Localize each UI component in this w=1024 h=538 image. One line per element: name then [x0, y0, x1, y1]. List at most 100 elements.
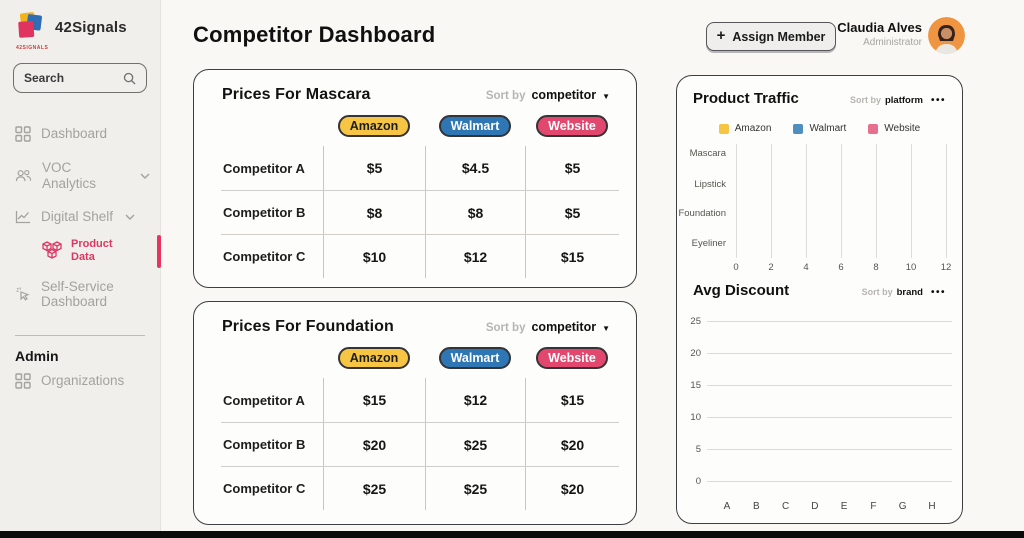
- table-row: Competitor A $5 $4.5 $5: [221, 146, 619, 190]
- gridline-row: 20: [685, 337, 952, 369]
- grid-icon: [15, 373, 31, 389]
- x-tick: A: [723, 501, 731, 512]
- grid-icon: [15, 126, 31, 142]
- y-tick: 0: [695, 475, 701, 487]
- assign-member-label: Assign Member: [732, 29, 826, 44]
- gridline-row: 10: [685, 401, 952, 433]
- screen-bottom-bar: [0, 531, 1024, 538]
- admin-section-heading: Admin: [15, 347, 59, 364]
- product-traffic-chart: Mascara Lipstick Foundation Eyeliner 0 2…: [677, 142, 962, 276]
- table-row: Competitor C $10 $12 $15: [221, 234, 619, 278]
- chart-gridlines: [736, 144, 948, 258]
- panel-title: Prices For Mascara: [222, 86, 371, 103]
- sidebar-divider: [15, 334, 145, 336]
- y-tick: 15: [690, 379, 701, 391]
- dropdown-arrow-icon: ▼: [602, 92, 610, 101]
- y-category: Lipstick: [694, 179, 726, 190]
- sidebar-item-label: Digital Shelf: [41, 209, 114, 225]
- legend-item-website: Website: [868, 123, 920, 134]
- dropdown-arrow-icon: ▼: [602, 324, 610, 333]
- sidebar-item-organizations[interactable]: Organizations: [0, 364, 160, 398]
- search-icon: [123, 72, 136, 85]
- table-row: Competitor B $20 $25 $20: [221, 422, 619, 466]
- overflow-menu-icon[interactable]: •••: [930, 95, 946, 106]
- brand-logo-icon: [18, 12, 42, 38]
- avg-discount-chart: 25 20 15 10 5 0 A B C D E F: [677, 305, 962, 512]
- sort-by-dropdown[interactable]: Sort by brand •••: [861, 287, 946, 298]
- price-table: Competitor A $15 $12 $15 Competitor B $2…: [194, 378, 636, 510]
- sort-by-dropdown[interactable]: Sort by competitor ▼: [485, 320, 610, 334]
- brand-name: 42Signals: [55, 18, 127, 36]
- user-role: Administrator: [863, 37, 922, 48]
- y-tick: 10: [690, 411, 701, 423]
- sidebar-item-label: Dashboard: [41, 126, 108, 142]
- cubes-icon: [42, 240, 62, 259]
- y-tick: 25: [690, 315, 701, 327]
- search-input[interactable]: [24, 71, 114, 85]
- x-tick: E: [840, 501, 848, 512]
- sort-by-dropdown[interactable]: Sort by platform •••: [849, 95, 946, 106]
- avatar[interactable]: [928, 17, 965, 54]
- plus-icon: +: [716, 27, 726, 44]
- user-info: Claudia Alves Administrator: [820, 20, 922, 48]
- x-tick: 6: [838, 262, 844, 273]
- panel-title: Prices For Foundation: [222, 318, 394, 335]
- prices-for-foundation-panel: Prices For Foundation Sort by competitor…: [193, 301, 637, 525]
- legend-swatch-website: [868, 123, 879, 134]
- y-category: Eyeliner: [691, 238, 726, 249]
- sidebar-item-label: Self-Service Dashboard: [41, 278, 114, 310]
- platform-chip-amazon[interactable]: Amazon: [337, 347, 411, 369]
- sidebar-item-voc-analytics[interactable]: VOC Analytics: [0, 151, 160, 200]
- platform-chip-amazon[interactable]: Amazon: [337, 115, 411, 137]
- x-tick: H: [928, 501, 936, 512]
- sidebar-nav: Dashboard VOC Analytics: [0, 117, 161, 319]
- sidebar-item-dashboard[interactable]: Dashboard: [0, 117, 160, 151]
- x-tick: C: [781, 501, 790, 512]
- sidebar: 42Signals 42SIGNALS Dashboard: [0, 0, 161, 531]
- legend-item-amazon: Amazon: [718, 123, 771, 134]
- brand: 42Signals: [0, 0, 160, 44]
- chart-legend: Amazon Walmart Website: [677, 123, 962, 134]
- x-tick: 8: [873, 262, 879, 273]
- product-traffic-title: Product Traffic: [693, 90, 799, 107]
- search-box[interactable]: [13, 63, 147, 93]
- y-tick: 20: [690, 347, 701, 359]
- trend-chart-icon: [15, 210, 30, 223]
- sidebar-item-product-data[interactable]: Product Data: [0, 234, 161, 270]
- x-tick: B: [752, 501, 760, 512]
- page-title: Competitor Dashboard: [193, 22, 436, 47]
- platform-chip-website[interactable]: Website: [536, 347, 608, 369]
- avg-discount-title: Avg Discount: [693, 282, 790, 299]
- prices-for-mascara-panel: Prices For Mascara Sort by competitor ▼ …: [193, 69, 637, 288]
- x-tick: 2: [768, 262, 774, 273]
- sidebar-item-label: VOC Analytics: [42, 160, 97, 191]
- legend-swatch-walmart: [793, 123, 804, 134]
- x-axis-labels: A B C D E F G H: [685, 497, 952, 512]
- users-icon: [15, 170, 32, 182]
- overflow-menu-icon[interactable]: •••: [930, 287, 946, 298]
- platform-chip-walmart[interactable]: Walmart: [438, 347, 512, 369]
- platform-chip-website[interactable]: Website: [536, 115, 608, 137]
- sidebar-item-label: Product Data: [71, 237, 113, 263]
- x-tick: G: [898, 501, 907, 512]
- chevron-down-icon: [125, 214, 135, 220]
- x-tick: 10: [905, 262, 917, 273]
- gridline-row: 25: [685, 305, 952, 337]
- y-tick: 5: [695, 443, 701, 455]
- y-category: Foundation: [678, 208, 726, 219]
- sidebar-item-self-service-dashboard[interactable]: Self-Service Dashboard: [0, 270, 160, 319]
- chevron-down-icon: [140, 173, 150, 179]
- table-row: Competitor C $25 $25 $20: [221, 466, 619, 510]
- platform-chip-walmart[interactable]: Walmart: [438, 115, 512, 137]
- sort-by-dropdown[interactable]: Sort by competitor ▼: [485, 88, 610, 102]
- analytics-panel: Product Traffic Sort by platform ••• Ama…: [676, 75, 963, 524]
- platform-chips: Amazon Walmart Website: [221, 114, 619, 138]
- gridline-row: 15: [685, 369, 952, 401]
- sidebar-item-digital-shelf[interactable]: Digital Shelf: [0, 200, 160, 234]
- price-table: Competitor A $5 $4.5 $5 Competitor B $8 …: [194, 146, 636, 278]
- brand-caption: 42SIGNALS: [16, 45, 49, 51]
- cursor-click-icon: [16, 287, 30, 302]
- platform-chips: Amazon Walmart Website: [221, 346, 619, 370]
- assign-member-button[interactable]: + Assign Member: [706, 22, 836, 51]
- legend-swatch-amazon: [718, 123, 729, 134]
